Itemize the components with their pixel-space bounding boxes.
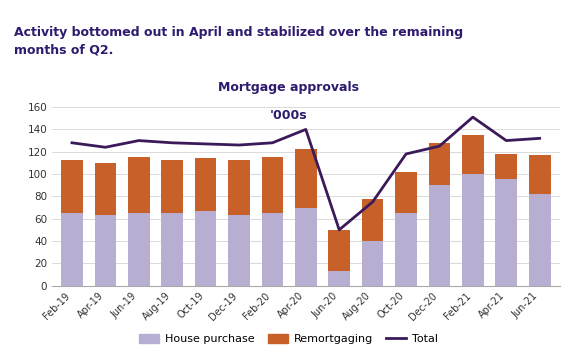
Bar [395, 213, 417, 286]
Bar [295, 207, 317, 286]
Bar [228, 160, 250, 215]
Bar [429, 143, 450, 185]
Bar [496, 154, 517, 178]
Text: Mortgage approvals: Mortgage approvals [218, 81, 359, 94]
Bar [328, 230, 350, 271]
Bar [194, 159, 216, 211]
Bar [395, 172, 417, 213]
Legend: House purchase, Remortgaging, Total: House purchase, Remortgaging, Total [135, 330, 442, 349]
Bar [95, 215, 116, 286]
Text: '000s: '000s [269, 109, 308, 122]
Text: Activity bottomed out in April and stabilized over the remaining
months of Q2.: Activity bottomed out in April and stabi… [14, 26, 463, 57]
Bar [261, 157, 283, 213]
Bar [362, 198, 384, 241]
Bar [261, 213, 283, 286]
Bar [529, 194, 550, 286]
Bar [462, 174, 484, 286]
Bar [462, 135, 484, 174]
Bar [95, 163, 116, 215]
Bar [295, 150, 317, 207]
Bar [328, 271, 350, 286]
Bar [162, 213, 183, 286]
Bar [128, 213, 149, 286]
Bar [362, 241, 384, 286]
Bar [228, 215, 250, 286]
Bar [162, 160, 183, 213]
Bar [128, 157, 149, 213]
Bar [61, 160, 83, 213]
Bar [429, 185, 450, 286]
Bar [496, 178, 517, 286]
Bar [529, 155, 550, 194]
Bar [61, 213, 83, 286]
Bar [194, 211, 216, 286]
